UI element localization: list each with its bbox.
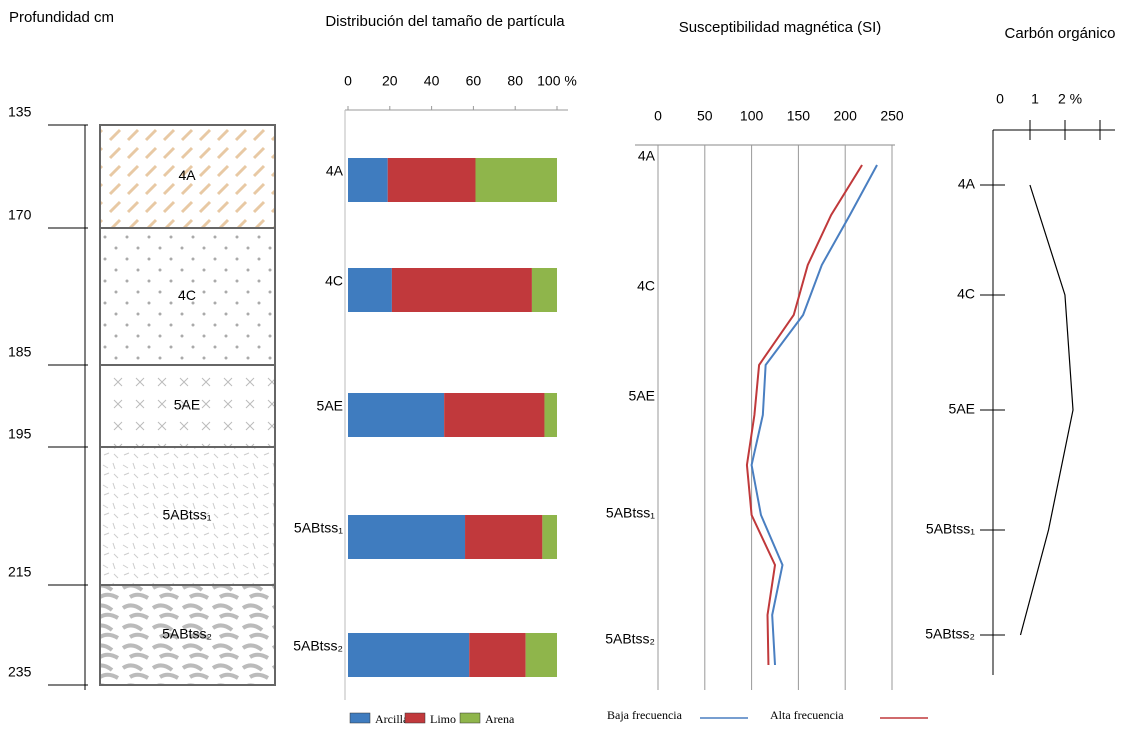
x-tick-label: 2 %: [1058, 91, 1082, 107]
bar: [388, 158, 476, 202]
x-tick-label: 20: [382, 73, 398, 89]
x-tick-label: 0: [344, 73, 352, 89]
bar: [392, 268, 532, 312]
horizon-label: 5ABtss₂: [162, 626, 212, 642]
chart-title: Distribución del tamaño de partícula: [310, 12, 580, 32]
bar: [444, 393, 544, 437]
legend-label: Arena: [485, 712, 515, 726]
x-tick-label: 200: [834, 108, 858, 124]
legend-swatch: [405, 713, 425, 723]
x-tick-label: 250: [880, 108, 904, 124]
bar: [348, 633, 469, 677]
depth-label: 170: [8, 207, 32, 223]
y-tick-label: 5ABtss₁: [294, 520, 343, 536]
x-tick-label: 50: [697, 108, 713, 124]
depth-label: 195: [8, 426, 32, 442]
y-tick-label: 4A: [958, 176, 976, 192]
x-tick-label: 100: [740, 108, 764, 124]
x-tick-label: 40: [424, 73, 440, 89]
x-tick-label: 100 %: [537, 73, 577, 89]
chart-title: Carbón orgánico: [975, 24, 1145, 44]
bar: [532, 268, 557, 312]
bar: [348, 393, 444, 437]
chart: 135 170 185 195 215 235 4A 4C 5AE 5ABtss₁ 5ABtss₂ 0…: [0, 0, 1148, 732]
bar: [348, 515, 465, 559]
y-tick-label: 5ABtss₁: [926, 521, 975, 537]
horizon-label: 5ABtss₁: [162, 507, 211, 523]
x-tick-label: 60: [466, 73, 482, 89]
y-tick-label: 5ABtss₂: [605, 631, 655, 647]
y-tick-label: 5ABtss₂: [925, 626, 975, 642]
bar: [544, 393, 557, 437]
y-tick-label: 5ABtss₁: [606, 505, 655, 521]
chart-title: Susceptibilidad magnética (SI): [640, 18, 920, 38]
y-tick-label: 4C: [325, 273, 343, 289]
chart-title: Profundidad cm: [4, 8, 119, 28]
depth-label: 215: [8, 564, 32, 580]
horizon-label: 4C: [178, 287, 196, 303]
y-tick-label: 5AE: [317, 398, 343, 414]
line: [1021, 185, 1074, 635]
x-tick-label: 1: [1031, 91, 1039, 107]
x-tick-label: 150: [787, 108, 811, 124]
y-tick-label: 4A: [326, 163, 344, 179]
legend-label: Limo: [430, 712, 456, 726]
depth-label: 235: [8, 664, 32, 680]
bar: [469, 633, 525, 677]
y-tick-label: 4A: [638, 148, 656, 164]
bar: [348, 268, 392, 312]
legend-label: Alta frecuencia: [770, 708, 844, 722]
horizon-label: 5AE: [174, 397, 200, 413]
figure: 135 170 185 195 215 235 4A 4C 5AE 5ABtss₁ 5ABtss₂ 0…: [0, 0, 1148, 732]
bar: [526, 633, 557, 677]
depth-label: 185: [8, 344, 32, 360]
y-tick-label: 4C: [957, 286, 975, 302]
x-tick-label: 0: [996, 91, 1004, 107]
bar: [465, 515, 542, 559]
y-tick-label: 5AE: [629, 388, 655, 404]
y-tick-label: 5AE: [949, 401, 975, 417]
bar: [348, 158, 388, 202]
y-tick-label: 5ABtss₂: [293, 638, 343, 654]
bar: [542, 515, 557, 559]
legend-swatch: [350, 713, 370, 723]
x-tick-label: 0: [654, 108, 662, 124]
depth-label: 135: [8, 104, 32, 120]
y-tick-label: 4C: [637, 278, 655, 294]
legend-label: Arcilla: [375, 712, 409, 726]
horizon-label: 4A: [178, 167, 196, 183]
bar: [475, 158, 557, 202]
legend-swatch: [460, 713, 480, 723]
x-tick-label: 80: [507, 73, 523, 89]
legend-label: Baja frecuencia: [607, 708, 683, 722]
